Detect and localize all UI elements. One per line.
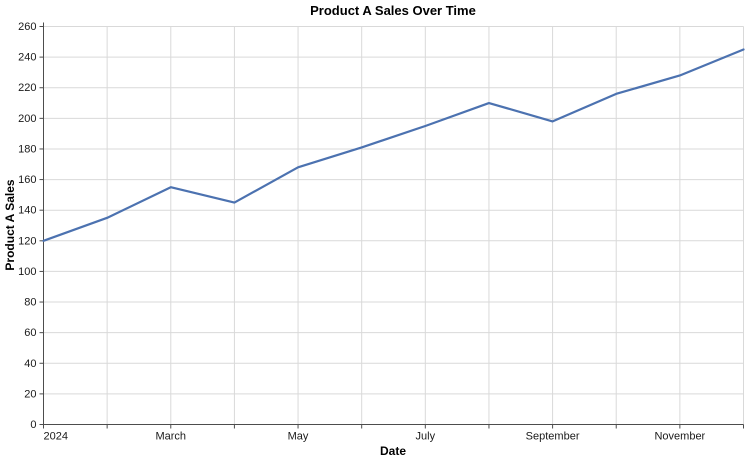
y-tick-label: 80 — [24, 297, 36, 309]
x-axis-label: Date — [379, 444, 406, 458]
x-tick-labels: 2024 March May July September November — [44, 431, 706, 443]
y-tick-label: 160 — [18, 174, 36, 186]
x-tick-label: March — [155, 431, 186, 443]
axes — [43, 22, 744, 425]
gridlines — [43, 26, 744, 425]
x-tick-label: May — [288, 431, 309, 443]
x-tick-label: September — [526, 431, 580, 443]
y-tick-label: 0 — [30, 419, 36, 431]
y-tick-label: 40 — [24, 358, 36, 370]
y-tick-label: 200 — [18, 113, 36, 125]
y-tick-label: 100 — [18, 266, 36, 278]
x-tick-label: 2024 — [44, 431, 68, 443]
x-tick-label: November — [654, 431, 705, 443]
chart-title: Product A Sales Over Time — [310, 3, 476, 18]
y-tick-label: 140 — [18, 205, 36, 217]
series-line-product-a — [42, 48, 745, 242]
y-tick-label: 260 — [18, 21, 36, 33]
y-tick-label: 20 — [24, 388, 36, 400]
y-tick-label: 120 — [18, 235, 36, 247]
y-tick-label: 220 — [18, 82, 36, 94]
y-tick-label: 60 — [24, 327, 36, 339]
x-tick-label: July — [416, 431, 436, 443]
y-tick-label: 180 — [18, 143, 36, 155]
tick-marks — [39, 26, 744, 429]
y-tick-label: 240 — [18, 52, 36, 64]
y-tick-labels: 0 20 40 60 80 100 120 140 160 180 200 220 240 260 — [18, 21, 36, 431]
